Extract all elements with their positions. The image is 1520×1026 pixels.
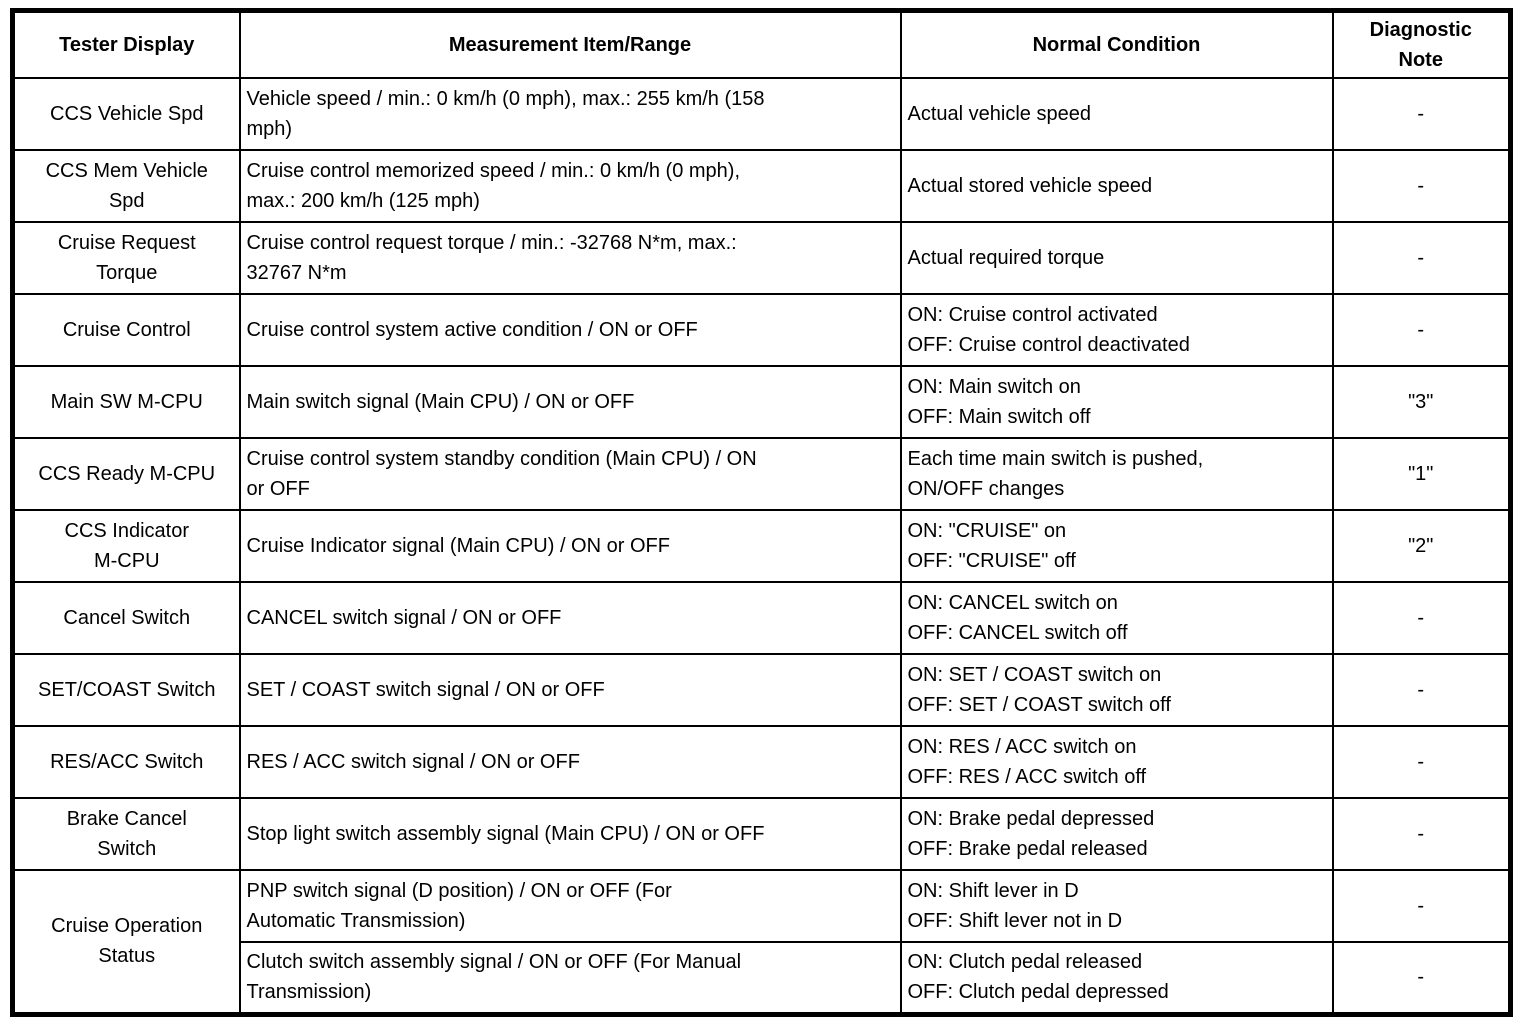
cell-normal-condition: ON: RES / ACC switch on OFF: RES / ACC s… bbox=[899, 725, 1334, 799]
table-row: CCS Indicator M-CPU Cruise Indicator sig… bbox=[11, 509, 1512, 583]
cell-tester-display: Main SW M-CPU bbox=[11, 365, 241, 439]
cell-tester-display: Cruise Operation Status bbox=[11, 869, 241, 1015]
table-row: RES/ACC Switch RES / ACC switch signal /… bbox=[11, 725, 1512, 799]
column-header-tester-display: Tester Display bbox=[11, 9, 241, 79]
column-header-normal-condition: Normal Condition bbox=[899, 9, 1334, 79]
cell-measurement: Cruise control memorized speed / min.: 0… bbox=[238, 149, 902, 223]
cell-normal-condition: ON: Cruise control activated OFF: Cruise… bbox=[899, 293, 1334, 367]
cell-diagnostic-note: - bbox=[1331, 293, 1512, 367]
table-header-row: Tester Display Measurement Item/Range No… bbox=[11, 9, 1512, 79]
cell-tester-display: CCS Vehicle Spd bbox=[11, 77, 241, 151]
cell-measurement: PNP switch signal (D position) / ON or O… bbox=[238, 869, 902, 943]
cell-normal-condition: ON: "CRUISE" on OFF: "CRUISE" off bbox=[899, 509, 1334, 583]
cell-diagnostic-note: - bbox=[1331, 581, 1512, 655]
cell-measurement: RES / ACC switch signal / ON or OFF bbox=[238, 725, 902, 799]
cell-diagnostic-note: - bbox=[1331, 725, 1512, 799]
table-row: Clutch switch assembly signal / ON or OF… bbox=[13, 941, 1512, 1015]
cell-measurement: Cruise Indicator signal (Main CPU) / ON … bbox=[238, 509, 902, 583]
table-row: SET/COAST Switch SET / COAST switch sign… bbox=[11, 653, 1512, 727]
cell-tester-display: CCS Indicator M-CPU bbox=[11, 509, 241, 583]
table-row: Cruise Request Torque Cruise control req… bbox=[11, 221, 1512, 295]
cell-normal-condition: ON: Main switch on OFF: Main switch off bbox=[899, 365, 1334, 439]
table-row: Cruise Operation Status PNP switch signa… bbox=[11, 869, 1512, 1015]
cell-diagnostic-note: - bbox=[1331, 797, 1512, 871]
cell-measurement: SET / COAST switch signal / ON or OFF bbox=[238, 653, 902, 727]
cell-tester-display: Cruise Control bbox=[11, 293, 241, 367]
cell-measurement: Clutch switch assembly signal / ON or OF… bbox=[238, 941, 902, 1015]
table-row: Cruise Control Cruise control system act… bbox=[11, 293, 1512, 367]
cell-diagnostic-note: - bbox=[1331, 869, 1512, 943]
cell-diagnostic-note: - bbox=[1331, 77, 1512, 151]
table-row: Cancel Switch CANCEL switch signal / ON … bbox=[11, 581, 1512, 655]
cell-tester-display: CCS Ready M-CPU bbox=[11, 437, 241, 511]
cell-normal-condition: Each time main switch is pushed, ON/OFF … bbox=[899, 437, 1334, 511]
column-header-measurement-item-range: Measurement Item/Range bbox=[238, 9, 902, 79]
cell-diagnostic-note: "2" bbox=[1331, 509, 1512, 583]
table-row: Main SW M-CPU Main switch signal (Main C… bbox=[11, 365, 1512, 439]
cell-measurement: Cruise control system active condition /… bbox=[238, 293, 902, 367]
cell-tester-display: Cancel Switch bbox=[11, 581, 241, 655]
cell-tester-display: RES/ACC Switch bbox=[11, 725, 241, 799]
cell-normal-condition: ON: Brake pedal depressed OFF: Brake ped… bbox=[899, 797, 1334, 871]
cell-tester-display: CCS Mem Vehicle Spd bbox=[11, 149, 241, 223]
cell-measurement: Stop light switch assembly signal (Main … bbox=[238, 797, 902, 871]
table-row: CCS Ready M-CPU Cruise control system st… bbox=[11, 437, 1512, 511]
cell-normal-condition: ON: Shift lever in D OFF: Shift lever no… bbox=[899, 869, 1334, 943]
cell-normal-condition: ON: Clutch pedal released OFF: Clutch pe… bbox=[899, 941, 1334, 1015]
cell-diagnostic-note: - bbox=[1331, 653, 1512, 727]
cell-tester-display: Cruise Request Torque bbox=[11, 221, 241, 295]
cell-diagnostic-note: - bbox=[1331, 149, 1512, 223]
cell-diagnostic-note: - bbox=[1331, 221, 1512, 295]
cell-normal-condition: ON: SET / COAST switch on OFF: SET / COA… bbox=[899, 653, 1334, 727]
cell-measurement: Cruise control system standby condition … bbox=[238, 437, 902, 511]
cell-normal-condition: Actual stored vehicle speed bbox=[899, 149, 1334, 223]
cell-tester-display: SET/COAST Switch bbox=[11, 653, 241, 727]
cell-diagnostic-note: "1" bbox=[1331, 437, 1512, 511]
cell-measurement: Vehicle speed / min.: 0 km/h (0 mph), ma… bbox=[238, 77, 902, 151]
cell-diagnostic-note: "3" bbox=[1331, 365, 1512, 439]
cell-tester-display: Brake Cancel Switch bbox=[11, 797, 241, 871]
table-row: Brake Cancel Switch Stop light switch as… bbox=[11, 797, 1512, 871]
cell-measurement: Cruise control request torque / min.: -3… bbox=[238, 221, 902, 295]
cell-normal-condition: ON: CANCEL switch on OFF: CANCEL switch … bbox=[899, 581, 1334, 655]
cell-normal-condition: Actual required torque bbox=[899, 221, 1334, 295]
table-row: CCS Mem Vehicle Spd Cruise control memor… bbox=[11, 149, 1512, 223]
table-row: CCS Vehicle Spd Vehicle speed / min.: 0 … bbox=[11, 77, 1512, 151]
column-header-diagnostic-note: Diagnostic Note bbox=[1331, 9, 1512, 79]
diagnostic-data-table: Tester Display Measurement Item/Range No… bbox=[10, 8, 1513, 1017]
cell-normal-condition: Actual vehicle speed bbox=[899, 77, 1334, 151]
cell-diagnostic-note: - bbox=[1331, 941, 1512, 1015]
cell-measurement: CANCEL switch signal / ON or OFF bbox=[238, 581, 902, 655]
cell-measurement: Main switch signal (Main CPU) / ON or OF… bbox=[238, 365, 902, 439]
